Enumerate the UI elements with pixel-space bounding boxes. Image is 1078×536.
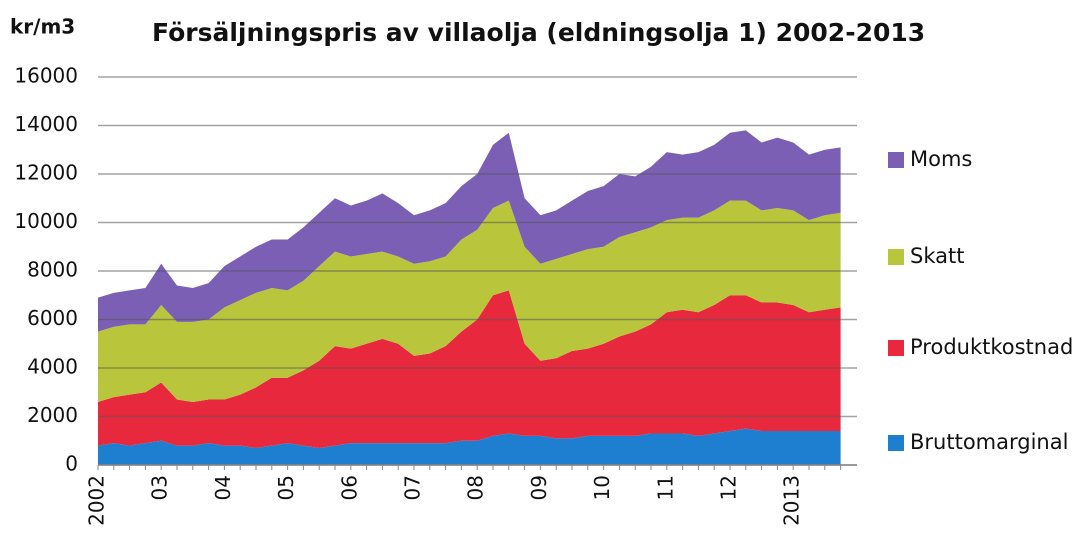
x-tick-label: 12 — [717, 475, 741, 500]
area — [98, 428, 841, 465]
chart-title: Försäljningspris av villaolja (eldningso… — [152, 18, 925, 47]
legend-label: Bruttomarginal — [910, 430, 1068, 454]
x-tick-label: 03 — [148, 475, 172, 500]
y-tick-label: 16000 — [14, 64, 78, 88]
area — [98, 200, 841, 402]
y-axis-label: kr/m3 — [10, 15, 75, 39]
y-tick-label: 4000 — [27, 355, 78, 379]
y-tick-label: 2000 — [27, 403, 78, 427]
legend-swatch — [888, 340, 904, 356]
y-tick-label: 0 — [65, 452, 78, 476]
x-tick-label: 11 — [653, 475, 677, 500]
x-tick-label: 2002 — [85, 475, 109, 526]
legend-swatch — [888, 152, 904, 168]
x-tick-label: 10 — [590, 475, 614, 500]
y-tick-label: 6000 — [27, 306, 78, 330]
legend-label: Produktkostnad — [910, 335, 1073, 359]
x-tick-label: 06 — [337, 475, 361, 500]
x-tick-label: 08 — [464, 475, 488, 500]
y-tick-label: 8000 — [27, 258, 78, 282]
x-tick-label: 04 — [211, 475, 235, 500]
area — [98, 130, 841, 332]
y-tick-label: 14000 — [14, 112, 78, 136]
x-tick-label: 2013 — [780, 475, 804, 526]
legend-label: Skatt — [910, 244, 964, 268]
legend-swatch — [888, 249, 904, 265]
y-tick-label: 10000 — [14, 209, 78, 233]
area — [98, 290, 841, 449]
x-tick-label: 05 — [274, 475, 298, 500]
legend-swatch — [888, 435, 904, 451]
y-tick-label: 12000 — [14, 161, 78, 185]
legend-label: Moms — [910, 147, 972, 171]
x-tick-label: 07 — [401, 475, 425, 500]
x-tick-label: 09 — [527, 475, 551, 500]
